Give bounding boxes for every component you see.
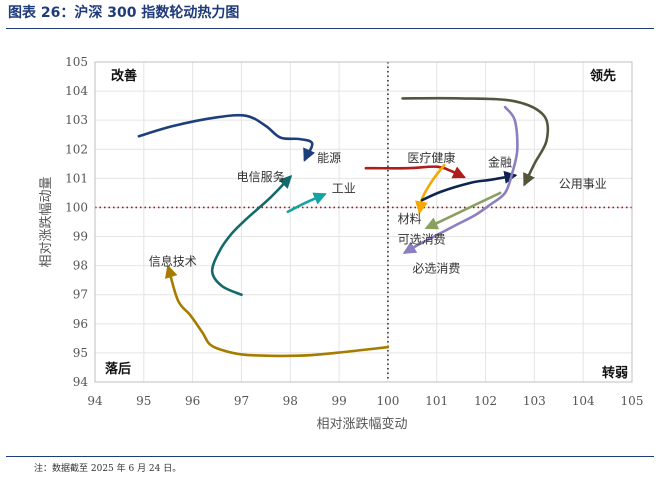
x-tick-label: 102: [474, 394, 497, 408]
title-rule: [6, 28, 654, 29]
quadrant-label-bottom-right: 转弱: [602, 365, 628, 381]
series-line-3: [286, 192, 327, 214]
reference-lines: [95, 62, 632, 382]
series-line-1: [137, 113, 316, 162]
y-axis-title: 相对涨跌幅动量: [38, 176, 54, 267]
x-tick-label: 95: [136, 394, 151, 408]
x-tick-label: 104: [572, 394, 595, 408]
y-tick-label: 96: [73, 317, 88, 331]
series-line-8: [401, 96, 550, 187]
x-tick-label: 99: [331, 394, 346, 408]
x-axis-title: 相对涨跌幅变动: [316, 416, 407, 432]
y-tick-label: 105: [65, 55, 88, 69]
x-tick-label: 105: [621, 394, 644, 408]
series-label: 金融: [488, 154, 512, 169]
series-label: 医疗健康: [407, 150, 455, 165]
x-tick-label: 103: [523, 394, 546, 408]
rotation-chart: 94 95 96 97 98 99 100 101 102 103 104 105 94 95 96 97 98…: [38, 55, 643, 432]
series-line-9: [424, 191, 502, 230]
quadrant-label-top-left: 改善: [111, 68, 137, 84]
series-line-4: [164, 264, 390, 358]
series-line-5: [364, 165, 466, 179]
axes: 94 95 96 97 98 99 100 101 102 103 104 105 94 95 96 97 98…: [65, 55, 643, 408]
series-label: 公用事业: [559, 177, 607, 191]
series-label: 工业: [332, 182, 356, 196]
grid-lines: [94, 61, 633, 383]
series-layer: [137, 96, 550, 358]
x-tick-label: 94: [87, 394, 103, 408]
x-tick-label: 96: [185, 394, 200, 408]
series-label: 材料: [398, 212, 422, 226]
y-tick-label: 104: [65, 84, 88, 98]
series-line-2: [210, 175, 293, 296]
x-tick-label: 97: [234, 394, 249, 408]
y-tick-label: 100: [65, 200, 88, 214]
series-label: 必选消费: [412, 262, 460, 276]
series-line-10: [402, 105, 519, 254]
series-label: 可选消费: [398, 232, 446, 246]
quadrant-label-top-right: 领先: [590, 68, 616, 84]
x-tick-label: 101: [425, 394, 448, 408]
series-line-6: [415, 164, 446, 215]
quadrant-label-bottom-left: 落后: [105, 361, 131, 377]
y-tick-label: 95: [73, 346, 88, 360]
y-tick-label: 94: [73, 375, 89, 389]
y-tick-label: 97: [73, 288, 88, 302]
y-tick-label: 102: [65, 142, 88, 156]
series-line-7: [420, 170, 518, 202]
y-tick-label: 99: [73, 230, 88, 244]
x-tick-label: 100: [376, 394, 399, 408]
series-label: 电信服务: [237, 169, 285, 184]
series-label: 信息技术: [149, 253, 197, 268]
footnote: 注：数据截至 2025 年 6 月 24 日。: [34, 464, 182, 474]
y-tick-label: 101: [65, 171, 88, 185]
x-tick-label: 98: [283, 394, 298, 408]
y-tick-label: 103: [65, 113, 88, 127]
plot-frame: [94, 61, 633, 383]
figure-title: 图表 26：沪深 300 指数轮动热力图: [8, 5, 240, 21]
y-tick-label: 98: [73, 259, 88, 273]
footer-rule: [6, 456, 654, 457]
series-label: 能源: [317, 151, 341, 165]
